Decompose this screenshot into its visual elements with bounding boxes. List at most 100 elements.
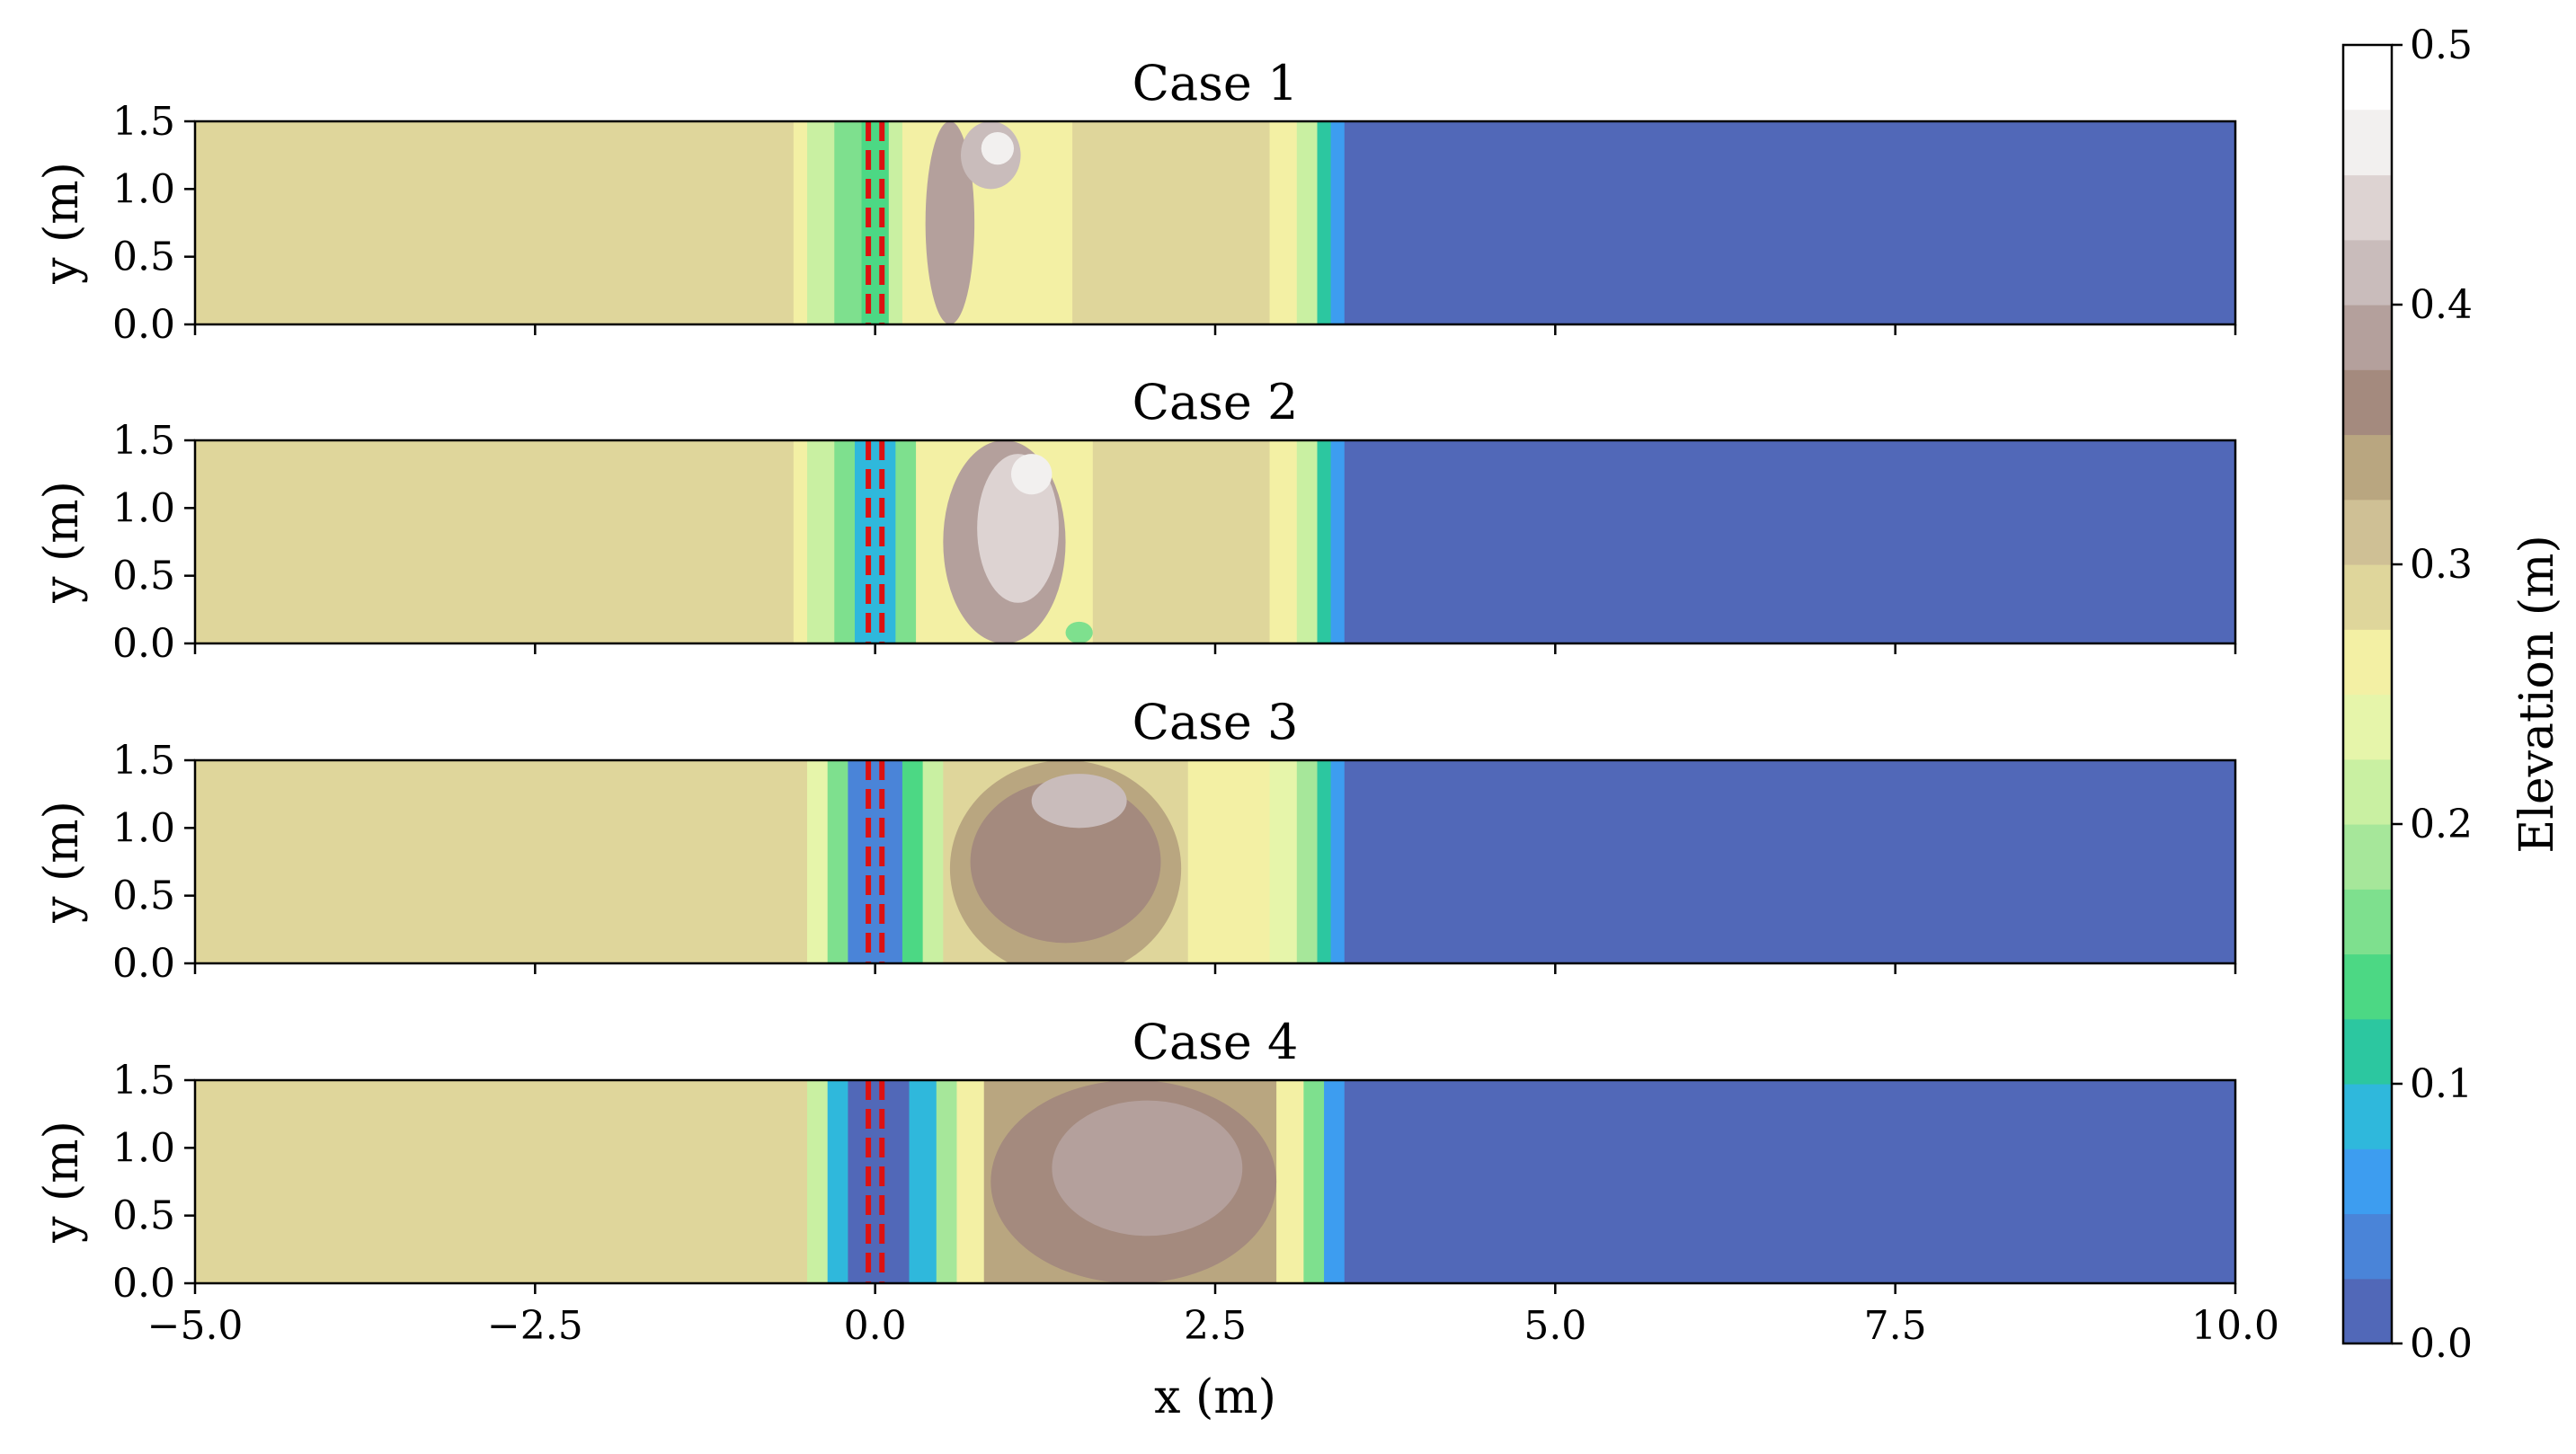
colorbar-swatch (2343, 434, 2392, 501)
colorbar-tick-label: 0.2 (2410, 802, 2473, 847)
y-tick-label: 1.5 (112, 418, 175, 464)
elevation-band (1344, 1080, 2235, 1283)
elevation-contour (981, 132, 1015, 165)
colorbar-swatch (2343, 1084, 2392, 1149)
y-tick-label: 0.0 (112, 302, 175, 348)
elevation-contour (1052, 1100, 1243, 1237)
elevation-band (807, 1080, 829, 1283)
panel-title: Case 4 (1133, 1014, 1299, 1070)
y-tick-label: 0.5 (112, 1193, 175, 1239)
colorbar-swatch (2343, 1213, 2392, 1280)
colorbar-swatch (2343, 1278, 2392, 1344)
x-axis-label: x (m) (1154, 1370, 1276, 1424)
x-tick-label: 5.0 (1523, 1303, 1586, 1349)
colorbar-tick-label: 0.3 (2410, 542, 2473, 588)
elevation-contour (1065, 621, 1093, 643)
colorbar-frame (2341, 43, 2394, 1345)
elevation-band (807, 440, 835, 643)
colorbar-swatch (2343, 499, 2392, 565)
elevation-band (1330, 121, 1346, 324)
elevation-field (195, 440, 2235, 643)
panel-case-2: Case 2 0.0 0.5 1.0 1.5 y (m) (35, 374, 2237, 667)
x-tick-label: −2.5 (487, 1303, 583, 1349)
elevation-band (1296, 760, 1319, 963)
elevation-band (1317, 121, 1332, 324)
elevation-band (922, 760, 944, 963)
elevation-band (1276, 1080, 1304, 1283)
elevation-band (827, 1080, 848, 1283)
colorbar: 0.0 0.1 0.2 0.3 0.4 0.5 Elevation (m) (2341, 22, 2564, 1367)
elevation-band (195, 121, 795, 324)
panel-case-3: Case 3 0.0 0.5 1.0 1.5 y (m) (35, 694, 2237, 987)
y-tick-label: 1.5 (112, 99, 175, 145)
elevation-field (195, 760, 2235, 963)
y-tick-label: 1.0 (112, 1125, 175, 1171)
elevation-band (1330, 760, 1346, 963)
colorbar-label: Elevation (m) (2510, 535, 2564, 853)
x-tick-label: 10.0 (2191, 1303, 2279, 1349)
elevation-field (195, 121, 2235, 324)
colorbar-tick-label: 0.0 (2410, 1321, 2473, 1367)
elevation-contour (1031, 774, 1127, 829)
y-axis-label: y (m) (35, 162, 89, 285)
elevation-band (956, 1080, 985, 1283)
panel-title: Case 1 (1133, 55, 1299, 111)
panel-title: Case 2 (1133, 374, 1299, 430)
elevation-band (1269, 440, 1298, 643)
elevation-band (195, 760, 808, 963)
elevation-band (1025, 121, 1073, 324)
colorbar-swatch (2343, 694, 2392, 760)
elevation-band (909, 1080, 937, 1283)
elevation-band (195, 440, 795, 643)
y-axis-label: y (m) (35, 1121, 89, 1244)
elevation-band (793, 121, 808, 324)
y-tick-label: 0.0 (112, 1261, 175, 1307)
y-axis-label: y (m) (35, 481, 89, 604)
colorbar-swatch (2343, 564, 2392, 630)
elevation-band (1072, 121, 1271, 324)
elevation-band (902, 121, 924, 324)
elevation-band (827, 760, 848, 963)
y-tick-label: 0.0 (112, 621, 175, 667)
elevation-band (1269, 121, 1298, 324)
colorbar-swatch (2343, 1018, 2392, 1085)
elevation-band (834, 121, 863, 324)
elevation-band (1324, 1080, 1346, 1283)
elevation-band (916, 440, 937, 643)
elevation-band (1303, 1080, 1325, 1283)
elevation-band (1187, 760, 1271, 963)
colorbar-swatch (2343, 239, 2392, 306)
elevation-band (1317, 760, 1332, 963)
y-tick-label: 1.0 (112, 805, 175, 851)
elevation-band (793, 440, 808, 643)
elevation-band (807, 760, 829, 963)
x-tick-label: 7.5 (1864, 1303, 1927, 1349)
elevation-band (1344, 440, 2235, 643)
elevation-band (1344, 121, 2235, 324)
colorbar-tick-label: 0.1 (2410, 1061, 2473, 1107)
y-tick-label: 1.5 (112, 738, 175, 784)
panel-case-4: Case 4 0.0 0.5 1.0 1.5 y (m) −5.0 −2.5 0.0 2.5 5.0… (35, 1014, 2279, 1349)
colorbar-swatch (2343, 305, 2392, 370)
colorbar-swatch (2343, 369, 2392, 436)
y-tick-label: 1.0 (112, 485, 175, 531)
elevation-contour (970, 780, 1161, 944)
colorbar-swatch (2343, 629, 2392, 696)
colorbar-swatch (2343, 110, 2392, 176)
y-axis-label: y (m) (35, 801, 89, 924)
colorbar-swatch (2343, 889, 2392, 955)
elevation-contour (925, 121, 975, 324)
x-tick-label: −5.0 (147, 1303, 244, 1349)
elevation-field (195, 1080, 2235, 1283)
y-tick-label: 0.5 (112, 873, 175, 919)
colorbar-tick-label: 0.5 (2410, 22, 2473, 68)
elevation-band (1296, 440, 1319, 643)
y-tick-label: 0.0 (112, 941, 175, 987)
elevation-band (936, 1080, 958, 1283)
y-tick-label: 0.5 (112, 235, 175, 280)
colorbar-swatch (2343, 1148, 2392, 1215)
elevation-band (807, 121, 835, 324)
panels-group: Case 1 0.0 0.5 1.0 1.5 y (m) Case 2 0.0 0.5 1.0 1.… (35, 55, 2279, 1349)
elevation-band (834, 440, 856, 643)
